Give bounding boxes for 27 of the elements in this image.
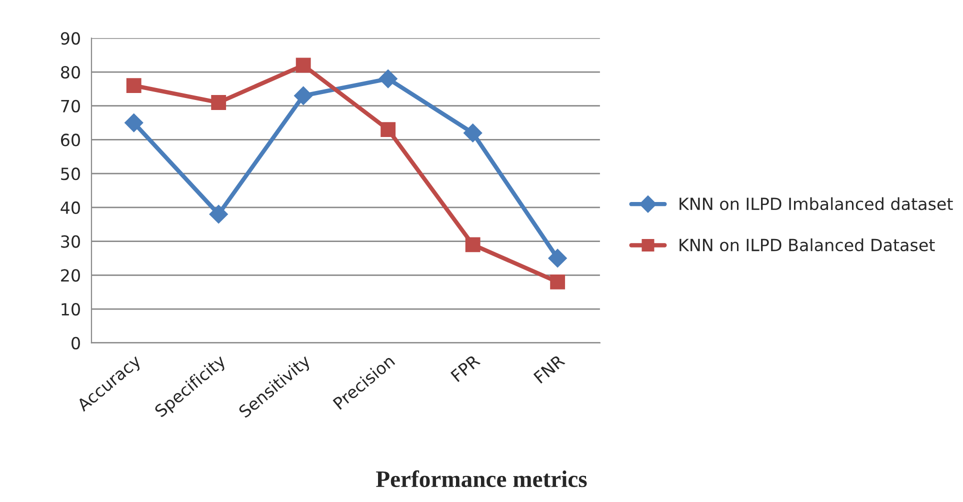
y-tick-label: 90 xyxy=(60,32,80,45)
x-tick-label: FNR xyxy=(533,354,566,384)
point xyxy=(124,113,144,132)
y-tick-label: 80 xyxy=(60,66,80,79)
point xyxy=(209,204,228,224)
point xyxy=(380,122,396,138)
point xyxy=(126,78,142,94)
point xyxy=(550,274,566,290)
point xyxy=(465,237,480,252)
point xyxy=(463,124,482,142)
y-tick-label: 50 xyxy=(61,168,80,180)
y-tick-label: 20 xyxy=(61,269,80,282)
legend-label: KNN on ILPD Balanced Dataset xyxy=(680,238,935,252)
y-tick-label: 60 xyxy=(61,134,80,146)
y-tick-label: 40 xyxy=(60,201,80,214)
point xyxy=(211,95,226,110)
y-tick-label: 30 xyxy=(61,235,80,248)
legend-label: KNN on ILPD Imbalanced dataset xyxy=(680,197,953,210)
y-tick-label: 10 xyxy=(62,302,80,316)
x-tick-label: FPR xyxy=(450,354,481,382)
point xyxy=(378,69,398,88)
y-tick-label: 0 xyxy=(72,336,80,350)
point xyxy=(296,58,311,73)
x-axis-title: Performance metrics xyxy=(376,470,587,488)
point xyxy=(548,248,567,268)
y-tick-label: 70 xyxy=(61,100,80,112)
point xyxy=(294,86,313,106)
